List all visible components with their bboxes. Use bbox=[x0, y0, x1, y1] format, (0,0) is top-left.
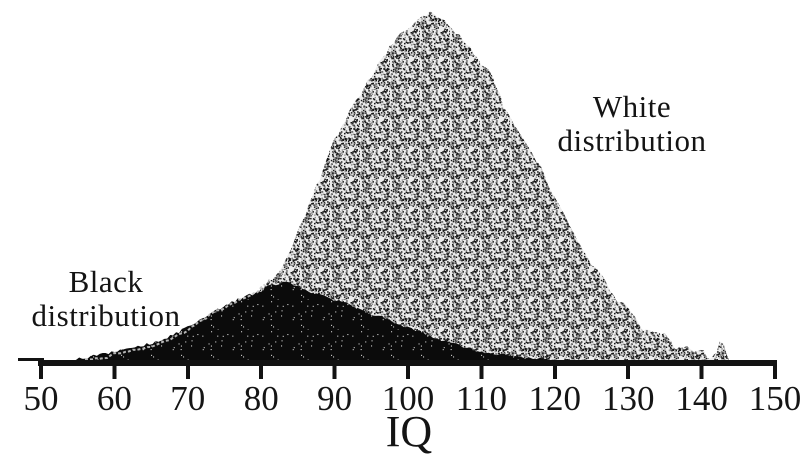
x-tick-label-140: 140 bbox=[675, 379, 728, 418]
white-distribution-tail-outline bbox=[84, 283, 266, 361]
x-tick-label-100: 100 bbox=[382, 379, 435, 418]
white-distribution-area bbox=[77, 11, 731, 363]
axis-line-leadin bbox=[18, 358, 44, 361]
white-distribution-label-line1: White bbox=[592, 89, 672, 124]
x-axis-title: IQ bbox=[385, 407, 433, 455]
x-tick-label-150: 150 bbox=[749, 379, 802, 418]
x-tick-label-50: 50 bbox=[24, 379, 59, 418]
axis-tick-90 bbox=[332, 366, 337, 379]
x-tick-label-70: 70 bbox=[170, 379, 205, 418]
black-distribution-label: Black distribution bbox=[0, 265, 212, 333]
white-distribution-label-line2: distribution bbox=[557, 123, 707, 158]
x-axis bbox=[18, 358, 777, 379]
axis-tick-120 bbox=[552, 366, 557, 379]
x-tick-label-60: 60 bbox=[97, 379, 132, 418]
axis-tick-80 bbox=[259, 366, 264, 379]
black-distribution-area bbox=[55, 281, 599, 363]
black-distribution-label-line2: distribution bbox=[31, 298, 181, 333]
x-tick-label-90: 90 bbox=[317, 379, 352, 418]
x-tick-label-110: 110 bbox=[456, 379, 507, 418]
x-tick-label-120: 120 bbox=[529, 379, 582, 418]
axis-tick-70 bbox=[185, 366, 190, 379]
white-distribution-label: White distribution bbox=[521, 90, 743, 158]
x-tick-label-80: 80 bbox=[244, 379, 279, 418]
axis-tick-110 bbox=[479, 366, 484, 379]
axis-tick-130 bbox=[626, 366, 631, 379]
axis-tick-140 bbox=[699, 366, 704, 379]
black-distribution-label-line1: Black bbox=[68, 264, 144, 299]
x-tick-label-130: 130 bbox=[602, 379, 655, 418]
axis-tick-60 bbox=[112, 366, 117, 379]
axis-line bbox=[38, 360, 777, 366]
axis-tick-150 bbox=[773, 366, 777, 379]
axis-tick-50 bbox=[39, 366, 43, 379]
axis-tick-100 bbox=[406, 366, 410, 379]
